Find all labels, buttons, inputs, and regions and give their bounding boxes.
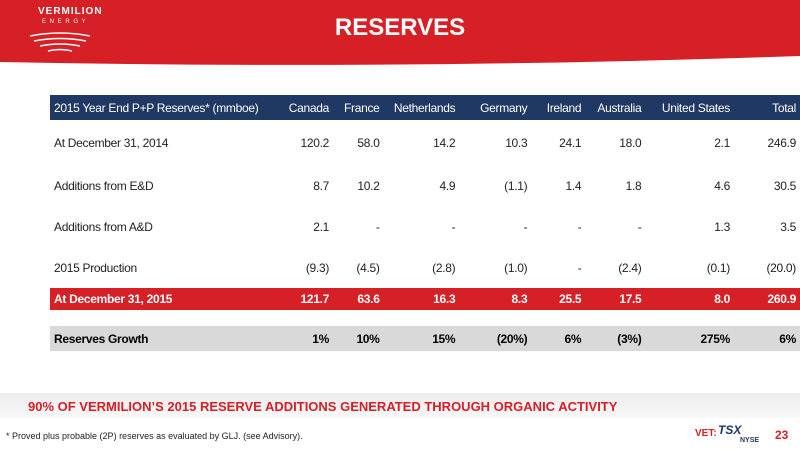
cell: 4.6 (714, 178, 730, 193)
cell: 260.9 (767, 292, 796, 306)
header-cell: Ireland (546, 100, 582, 115)
cell: - (523, 219, 528, 234)
cell: 1% (312, 331, 330, 346)
cell: 14.2 (433, 135, 456, 150)
cell: 17.5 (619, 292, 642, 306)
cell: (20.0) (766, 260, 796, 275)
callout-band (0, 393, 800, 418)
cell: (3%) (617, 331, 642, 346)
header-cell: United States (661, 100, 730, 115)
slide-title: RESERVES (334, 14, 466, 41)
cell: Reserves Growth (54, 331, 149, 346)
cell: - (577, 260, 582, 275)
cell: At December 31, 2014 (54, 135, 169, 150)
ticker: VET: (695, 428, 717, 439)
cell: 15% (432, 331, 456, 346)
cell: (4.5) (356, 260, 380, 275)
header-cell: France (344, 100, 380, 115)
cell: 1.4 (565, 178, 582, 193)
exchange-nyse: NYSE (740, 437, 760, 444)
cell: - (375, 219, 380, 234)
cell: At December 31, 2015 (54, 292, 173, 306)
data-row: At December 31, 2014 120.2 58.0 14.2 10.3 24.… (50, 120, 800, 165)
cell: 2.1 (313, 219, 330, 234)
cell: 1.8 (625, 178, 642, 193)
cell: 246.9 (767, 135, 796, 150)
cell: 8.7 (313, 178, 330, 193)
header-band (0, 0, 800, 65)
header-cell: Germany (480, 100, 528, 115)
cell: 3.5 (780, 219, 796, 234)
footnote: * Proved plus probable (2P) reserves as … (6, 431, 303, 441)
cell: 10.2 (357, 178, 380, 193)
cell: 275% (700, 331, 730, 346)
cell: 121.7 (300, 292, 330, 306)
cell: 10.3 (505, 135, 528, 150)
cell: 18.0 (619, 135, 642, 150)
data-row: Additions from E&D 8.7 10.2 4.9 (1.1) 1.4 1.8 4… (50, 165, 800, 206)
cell: - (637, 219, 642, 234)
cell: 120.2 (300, 135, 330, 150)
cell: (1.0) (504, 260, 528, 275)
cell: 8.0 (714, 292, 730, 306)
cell: 25.5 (559, 292, 582, 306)
cell: (20%) (496, 331, 528, 346)
cell: (1.1) (504, 178, 528, 193)
cell: 1.3 (714, 219, 730, 234)
header-cell: Total (772, 100, 796, 115)
logo-sub: E N E R G Y (42, 19, 87, 25)
page-number: 23 (775, 428, 789, 442)
data-row: 2015 Production (9.3) (4.5) (2.8) (1.0) - (2.4… (50, 247, 800, 288)
total-row: At December 31, 2015 121.7 63.6 16.3 8.3 25.5… (50, 288, 800, 310)
cell: (0.1) (706, 260, 730, 275)
header-cell: Netherlands (393, 100, 456, 115)
cell: 10% (356, 331, 380, 346)
cell: Additions from E&D (54, 178, 154, 193)
header-cell: 2015 Year End P+P Reserves* (mmboe) (54, 100, 259, 115)
cell: - (577, 219, 582, 234)
cell: 2.1 (714, 135, 730, 150)
cell: Additions from A&D (54, 219, 153, 234)
growth-row: Reserves Growth 1% 10% 15% (20%) 6% (3%) 275% 6% (50, 326, 800, 351)
cell: - (451, 219, 456, 234)
callout: 90% OF VERMILION’S 2015 RESERVE ADDITION… (28, 399, 618, 414)
cell: (9.3) (305, 260, 330, 275)
cell: 30.5 (773, 178, 796, 193)
header-cell: Canada (288, 100, 330, 115)
spacer (50, 310, 800, 326)
cell: 24.1 (559, 135, 582, 150)
cell: 63.6 (357, 292, 380, 306)
cell: 6% (779, 331, 796, 346)
cell: 2015 Production (54, 260, 137, 275)
reserves-table: 2015 Year End P+P Reserves* (mmboe) Canad… (50, 95, 800, 351)
header-cell: Australia (597, 100, 642, 115)
cell: 6% (564, 331, 582, 346)
exchange-tsx: TSX (718, 423, 742, 437)
cell: (2.4) (618, 260, 642, 275)
cell: (2.8) (432, 260, 456, 275)
cell: 16.3 (433, 292, 456, 306)
logo-name: VERMILION (38, 6, 103, 17)
cell: 58.0 (357, 135, 380, 150)
cell: 8.3 (511, 292, 528, 306)
header-row: 2015 Year End P+P Reserves* (mmboe) Canad… (50, 95, 800, 120)
data-row: Additions from A&D 2.1 - - - - - 1.3 3.5 (50, 206, 800, 247)
cell: 4.9 (439, 178, 456, 193)
